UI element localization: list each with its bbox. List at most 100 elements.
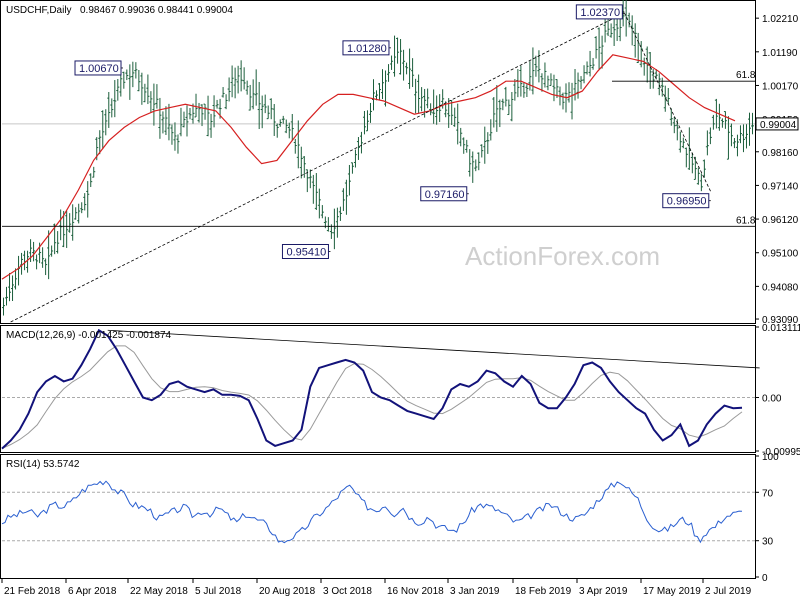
price-bar xyxy=(209,113,213,138)
last-price-label: 0.99004 xyxy=(760,120,797,131)
annotation-label: 1.01280 xyxy=(347,43,387,55)
price-bar xyxy=(221,87,225,98)
price-bar xyxy=(696,167,700,185)
price-bar xyxy=(552,74,556,102)
price-bar xyxy=(408,48,412,89)
price-bar xyxy=(738,125,742,144)
price-bar xyxy=(648,52,652,89)
price-bar xyxy=(393,35,397,77)
price-bar xyxy=(311,174,315,204)
price-bar xyxy=(47,230,51,280)
price-bar xyxy=(272,104,276,136)
price-bar xyxy=(540,73,544,92)
price-bar xyxy=(314,173,318,210)
price-bar xyxy=(417,74,421,114)
annotation-box xyxy=(662,193,710,209)
price-bar xyxy=(260,95,264,129)
price-bar xyxy=(317,188,321,219)
price-bar xyxy=(606,16,610,37)
price-bar xyxy=(744,124,748,149)
price-bar xyxy=(513,79,517,101)
price-bar xyxy=(122,71,126,89)
price-bar xyxy=(747,112,751,146)
price-bar xyxy=(507,99,511,116)
price-bar xyxy=(359,131,363,154)
rsi-line xyxy=(1,480,743,544)
price-bar xyxy=(480,144,484,158)
x-tick-label: 5 Jul 2018 xyxy=(195,586,242,597)
price-bar xyxy=(504,86,508,107)
price-bar xyxy=(290,113,294,141)
price-y-axis: 1.022101.011901.001700.991500.981600.971… xyxy=(755,14,799,326)
rsi-y-tick-label: 100 xyxy=(762,452,779,463)
price-bar xyxy=(113,80,117,118)
price-bar xyxy=(266,105,270,120)
macd-y-tick-label: 0.00 xyxy=(762,393,782,404)
price-bar xyxy=(672,116,676,134)
price-bar xyxy=(185,105,189,137)
price-bar xyxy=(726,116,730,160)
price-bar xyxy=(179,107,183,137)
price-bar xyxy=(74,207,78,220)
price-bar xyxy=(522,82,526,98)
price-bar xyxy=(197,102,201,123)
price-bar xyxy=(293,138,297,154)
price-bar xyxy=(62,210,66,248)
price-bar xyxy=(17,255,21,286)
price-bar xyxy=(341,188,345,211)
price-bar xyxy=(86,181,90,218)
price-bar xyxy=(594,36,598,59)
price-bar xyxy=(356,137,360,160)
price-bar xyxy=(483,126,487,164)
price-bar xyxy=(465,139,469,153)
price-bar xyxy=(729,123,733,147)
price-bar xyxy=(83,193,87,211)
price-bar xyxy=(717,103,721,131)
price-bar xyxy=(365,110,369,132)
price-bar xyxy=(495,85,499,132)
price-bar xyxy=(161,111,165,134)
price-bar xyxy=(368,102,372,123)
price-bar xyxy=(212,95,216,128)
price-overlays: 61.8 61.8 1.00670 1.01280 0.95410 0.97160 1.02… xyxy=(2,4,756,323)
price-bar xyxy=(182,111,186,128)
price-bar xyxy=(53,223,57,255)
price-bar xyxy=(597,27,601,70)
price-bar xyxy=(110,98,114,118)
price-bar xyxy=(654,69,658,80)
price-bar xyxy=(378,83,382,100)
price-bar xyxy=(68,213,72,233)
annotation-box xyxy=(575,4,623,20)
price-y-tick-label: 0.97140 xyxy=(762,181,799,192)
price-bar xyxy=(735,134,739,157)
price-bar xyxy=(143,83,147,103)
price-bar xyxy=(534,55,538,77)
price-bar xyxy=(128,64,132,100)
price-bar xyxy=(320,205,324,219)
rsi-title: RSI(14) 53.5742 xyxy=(6,459,80,470)
price-bar xyxy=(684,147,688,168)
price-y-tick-label: 1.02210 xyxy=(762,14,799,25)
price-bar xyxy=(705,130,709,156)
price-bar xyxy=(546,75,550,91)
price-bar xyxy=(242,67,246,90)
moving-average-line xyxy=(1,54,736,280)
price-y-tick-label: 0.95100 xyxy=(762,249,799,260)
price-bar xyxy=(371,79,375,111)
price-bar xyxy=(405,62,409,75)
price-bar xyxy=(681,137,685,149)
price-bar xyxy=(741,124,745,153)
price-bar xyxy=(65,210,69,248)
price-bar xyxy=(269,98,273,120)
price-bar xyxy=(41,247,45,268)
price-bar xyxy=(263,94,267,114)
price-y-tick-label: 0.94080 xyxy=(762,282,799,293)
price-bar xyxy=(305,169,309,193)
price-bar xyxy=(176,134,180,154)
x-tick-label: 17 May 2019 xyxy=(643,586,701,597)
price-bar xyxy=(50,245,54,257)
annotation-label: 1.00670 xyxy=(79,63,119,75)
price-bar xyxy=(435,95,439,125)
price-bar xyxy=(582,65,586,84)
price-bar xyxy=(167,103,171,141)
